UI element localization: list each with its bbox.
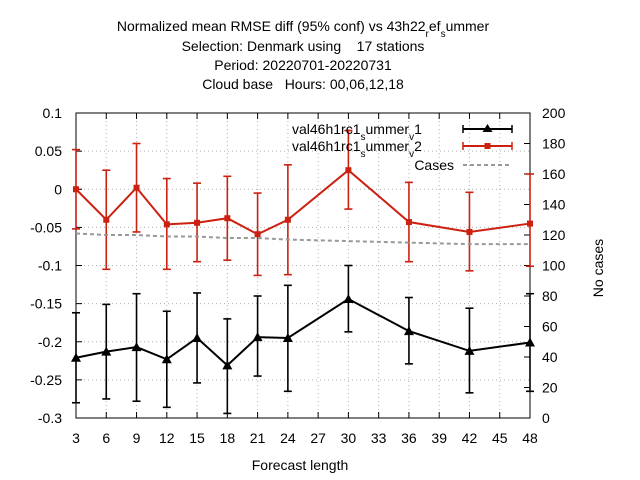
x-tick-label: 48 [522,430,538,446]
data-point-triangle [282,332,293,342]
y2-tick-label: 100 [542,258,566,274]
legend-marker-star [484,143,491,149]
data-point-star [194,219,201,226]
legend-label-series-1: val46h1rc1summerv1 [292,121,422,143]
axis-ticks: 3 6 9 12 15 18 21 24 27 30 33 36 39 42 45 480.10.050-0.… [30,105,565,446]
y2-tick-label: 180 [542,136,566,152]
data-point-star [345,167,352,174]
legend: val46h1rc1summerv1 val46h1rc1summerv2 Ca… [292,121,513,173]
legend-marker-triangle [482,124,493,132]
data-point-star [254,231,261,238]
x-tick-label: 21 [250,430,266,446]
x-tick-label: 27 [310,430,326,446]
y2-tick-label: 160 [542,166,566,182]
data-point-star [163,221,170,228]
data-point-triangle [464,345,475,355]
series-1 [71,264,535,415]
data-point-star [466,228,473,235]
chart-title-line-1: Normalized mean RMSE diff (95% conf) vs … [117,18,490,40]
data-point-triangle [343,294,354,304]
y-tick-label: 0 [54,181,62,197]
data-point-star [103,216,110,223]
y-tick-label: -0.25 [30,372,62,388]
y2-tick-label: 80 [542,288,558,304]
series-line [75,297,531,367]
x-tick-label: 3 [72,430,80,446]
series-3 [75,232,530,246]
data-point-star [284,216,291,223]
x-axis-label: Forecast length [252,457,349,473]
data-point-star [133,184,140,191]
y-tick-label: -0.15 [30,296,62,312]
data-point-triangle [101,346,112,356]
data-point-star [527,220,533,227]
x-tick-label: 42 [462,430,478,446]
series-2 [72,129,534,277]
y-tick-label: -0.05 [30,219,62,235]
data-point-star [405,219,412,226]
x-tick-label: 12 [159,430,175,446]
x-tick-label: 45 [492,430,508,446]
chart-title-line-4: Cloud base Hours: 00,06,12,18 [202,76,404,92]
y-tick-label: -0.2 [38,334,62,350]
grid [76,113,530,418]
x-tick-label: 24 [280,430,296,446]
y2-tick-label: 40 [542,349,558,365]
legend-label-series-2: val46h1rc1summerv2 [292,138,422,160]
x-tick-label: 33 [371,430,387,446]
data-series [71,129,535,415]
data-point-triangle [71,352,81,362]
y2-tick-label: 0 [542,410,550,426]
y-tick-label: 0.1 [43,105,63,121]
x-tick-label: 39 [431,430,447,446]
chart-title-line-2: Selection: Denmark using 17 stations [182,38,425,54]
y2-tick-label: 120 [542,227,566,243]
data-point-triangle [403,326,414,336]
chart-title-line-3: Period: 20220701-20220731 [214,57,392,73]
data-point-triangle [192,332,203,342]
y-tick-label: -0.3 [38,410,62,426]
y2-tick-label: 60 [542,319,558,335]
data-point-star [224,215,231,222]
data-point-star [73,186,79,193]
y2-tick-label: 140 [542,197,566,213]
x-tick-label: 15 [189,430,205,446]
series-line [75,232,530,246]
x-tick-label: 30 [341,430,357,446]
y2-axis-label: No cases [590,239,606,297]
data-point-triangle [252,332,263,342]
legend-label-cases: Cases [414,157,454,173]
y-tick-label: -0.1 [38,258,62,274]
x-tick-label: 6 [102,430,110,446]
data-point-triangle [525,337,535,347]
x-tick-label: 9 [133,430,141,446]
data-point-triangle [222,360,233,370]
x-tick-label: 18 [220,430,236,446]
x-tick-label: 36 [401,430,417,446]
data-point-triangle [161,354,172,364]
y2-tick-label: 200 [542,105,566,121]
series-line [75,168,531,236]
y-tick-label: 0.05 [35,143,62,159]
data-point-triangle [131,342,142,352]
y2-tick-label: 20 [542,380,558,396]
